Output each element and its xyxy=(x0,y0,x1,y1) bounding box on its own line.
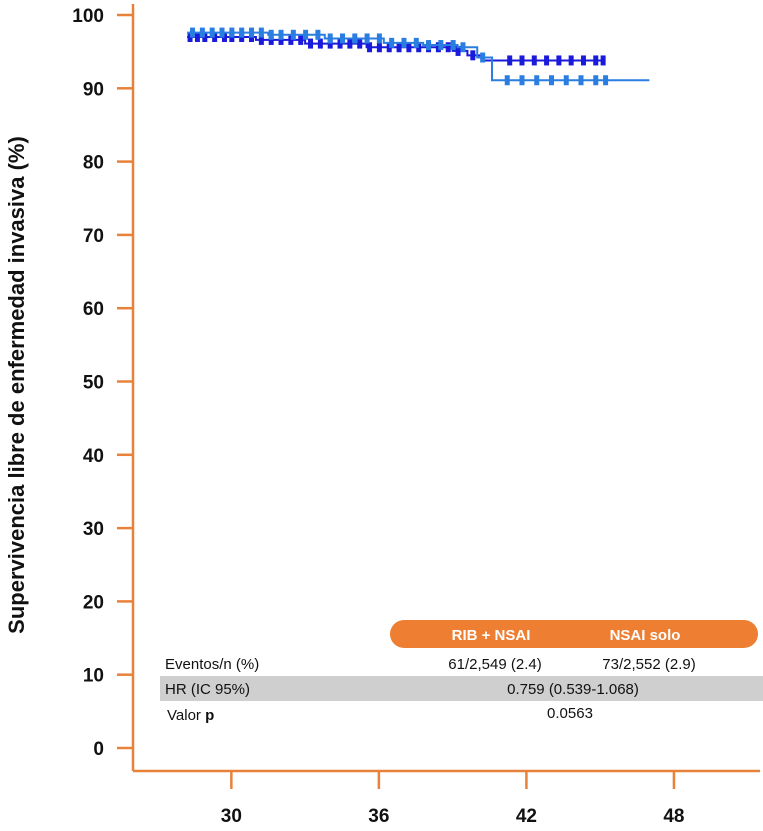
y-tick-label: 30 xyxy=(83,519,104,540)
censor-mark xyxy=(337,38,343,49)
cell-eventos-nsai-solo: 73/2,552 (2.9) xyxy=(602,656,695,673)
censor-mark xyxy=(389,37,395,48)
y-tick-label: 10 xyxy=(83,666,104,687)
row-label-valor-p: Valor p xyxy=(167,707,214,724)
cell-eventos-rib-nsai: 61/2,549 (2.4) xyxy=(448,656,541,673)
cell-hr: 0.759 (0.539-1.068) xyxy=(507,681,639,698)
censor-mark xyxy=(376,42,382,53)
censor-mark xyxy=(593,75,599,86)
censor-mark xyxy=(544,55,550,66)
censor-mark xyxy=(549,75,554,86)
column-header-nsai-solo: NSAI solo xyxy=(610,627,681,644)
censor-mark xyxy=(406,42,412,53)
censor-mark xyxy=(303,29,309,40)
censor-mark xyxy=(563,75,569,86)
y-tick-label: 80 xyxy=(83,153,104,174)
censor-mark xyxy=(352,33,358,44)
censor-mark xyxy=(298,34,304,45)
censor-mark xyxy=(199,27,205,38)
y-tick-label: 0 xyxy=(93,739,104,760)
y-axis-ticks: 0 10 20 30 40 50 60 70 80 90 100 xyxy=(72,6,133,760)
censor-mark xyxy=(239,27,245,38)
censor-mark xyxy=(413,37,419,48)
censor-mark xyxy=(450,40,456,51)
y-tick-label: 60 xyxy=(83,299,104,320)
censor-mark xyxy=(288,34,294,45)
censor-mark xyxy=(190,27,196,38)
results-table: RIB + NSAI NSAI solo Eventos/n (%) 61/2,549… xyxy=(160,620,763,724)
y-axis-label: Supervivencia libre de enfermedad invasi… xyxy=(4,136,29,634)
x-tick-label: 36 xyxy=(368,806,389,827)
y-tick-label: 40 xyxy=(83,446,104,467)
censor-mark xyxy=(327,33,333,44)
censor-mark xyxy=(603,75,609,86)
y-tick-label: 90 xyxy=(83,79,104,100)
survival-curves xyxy=(187,27,650,86)
censor-mark xyxy=(194,31,200,42)
axes xyxy=(131,4,760,773)
series-nsai-solo xyxy=(187,27,650,86)
censor-mark xyxy=(249,27,255,38)
censor-mark xyxy=(367,42,373,53)
censor-mark xyxy=(568,55,574,66)
censor-mark xyxy=(258,34,264,45)
x-tick-label: 48 xyxy=(663,806,684,827)
cell-valor-p: 0.0563 xyxy=(547,705,593,722)
row-label-p-bold: p xyxy=(205,707,214,724)
y-tick-label: 50 xyxy=(83,373,104,394)
censor-mark xyxy=(534,75,540,86)
censor-mark xyxy=(327,38,333,49)
censor-mark xyxy=(219,27,225,38)
censor-mark xyxy=(315,29,321,40)
censor-mark xyxy=(258,27,264,38)
censor-mark xyxy=(531,55,537,66)
censor-mark xyxy=(600,55,606,66)
censor-mark xyxy=(480,52,486,63)
censor-mark xyxy=(268,34,274,45)
row-label-valor-text: Valor xyxy=(167,707,205,724)
column-header-rib-nsai: RIB + NSAI xyxy=(452,627,531,644)
censor-mark xyxy=(209,27,215,38)
censor-mark xyxy=(507,55,513,66)
censor-mark xyxy=(376,33,382,44)
censor-mark xyxy=(278,29,284,40)
row-band-hr xyxy=(160,676,763,701)
censor-mark xyxy=(504,75,510,86)
censor-mark xyxy=(317,38,323,49)
x-tick-label: 30 xyxy=(221,806,242,827)
censor-mark xyxy=(470,50,476,61)
censor-mark xyxy=(445,42,451,53)
censor-mark xyxy=(278,34,284,45)
censor-mark xyxy=(438,40,444,51)
censor-mark xyxy=(268,29,274,40)
censor-mark xyxy=(580,55,586,66)
table-header-bar xyxy=(390,620,758,648)
censor-mark xyxy=(308,38,314,49)
y-tick-label: 20 xyxy=(83,592,104,613)
censor-mark xyxy=(347,38,353,49)
censor-mark xyxy=(364,33,370,44)
x-tick-label: 42 xyxy=(516,806,537,827)
row-label-eventos: Eventos/n (%) xyxy=(165,656,259,673)
censor-mark xyxy=(426,40,432,51)
censor-mark xyxy=(578,75,584,86)
censor-mark xyxy=(396,42,402,53)
y-tick-label: 100 xyxy=(72,6,104,27)
censor-mark xyxy=(357,38,363,49)
censor-mark xyxy=(401,37,407,48)
censor-mark xyxy=(556,55,562,66)
censor-mark xyxy=(340,33,345,44)
censor-mark xyxy=(290,29,296,40)
row-label-hr: HR (IC 95%) xyxy=(165,681,250,698)
y-tick-label: 70 xyxy=(83,226,104,247)
x-axis-ticks: 30 36 42 48 xyxy=(221,771,685,827)
censor-mark xyxy=(519,75,525,86)
censor-mark xyxy=(593,55,599,66)
censor-mark xyxy=(229,27,235,38)
censor-mark xyxy=(460,42,466,53)
censor-mark xyxy=(455,45,461,56)
censor-mark xyxy=(519,55,525,66)
